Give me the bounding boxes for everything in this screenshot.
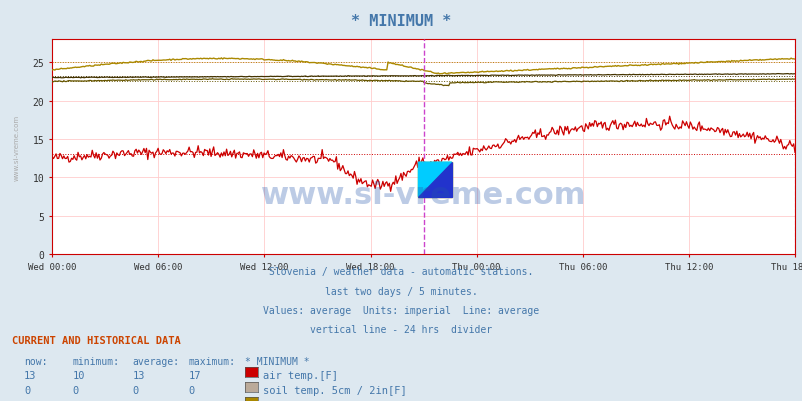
Text: maximum:: maximum: [188,356,236,366]
Polygon shape [418,163,452,197]
Text: www.si-vreme.com: www.si-vreme.com [261,180,585,209]
Text: www.si-vreme.com: www.si-vreme.com [14,114,19,180]
Text: 0: 0 [72,385,79,395]
Text: 23: 23 [72,400,85,401]
Text: Values: average  Units: imperial  Line: average: Values: average Units: imperial Line: av… [263,305,539,315]
Text: 13: 13 [24,371,37,381]
Text: 17: 17 [188,371,201,381]
Text: soil temp. 5cm / 2in[F]: soil temp. 5cm / 2in[F] [262,385,406,395]
Text: 0: 0 [132,385,139,395]
Text: * MINIMUM *: * MINIMUM * [245,356,309,366]
Text: * MINIMUM *: * MINIMUM * [351,14,451,29]
Text: air temp.[F]: air temp.[F] [262,371,337,381]
Text: 0: 0 [24,385,30,395]
Text: 25: 25 [132,400,145,401]
Text: minimum:: minimum: [72,356,119,366]
Text: last two days / 5 minutes.: last two days / 5 minutes. [325,286,477,296]
Text: Slovenia / weather data - automatic stations.: Slovenia / weather data - automatic stat… [269,267,533,277]
Polygon shape [418,163,452,197]
Text: soil temp. 20cm / 8in[F]: soil temp. 20cm / 8in[F] [262,400,412,401]
Text: CURRENT AND HISTORICAL DATA: CURRENT AND HISTORICAL DATA [12,335,180,345]
Text: average:: average: [132,356,180,366]
Bar [418,163,452,197]
Text: vertical line - 24 hrs  divider: vertical line - 24 hrs divider [310,324,492,334]
Text: 26: 26 [24,400,37,401]
Text: 13: 13 [132,371,145,381]
Text: 10: 10 [72,371,85,381]
Text: now:: now: [24,356,47,366]
Text: 0: 0 [188,385,195,395]
Text: 26: 26 [188,400,201,401]
